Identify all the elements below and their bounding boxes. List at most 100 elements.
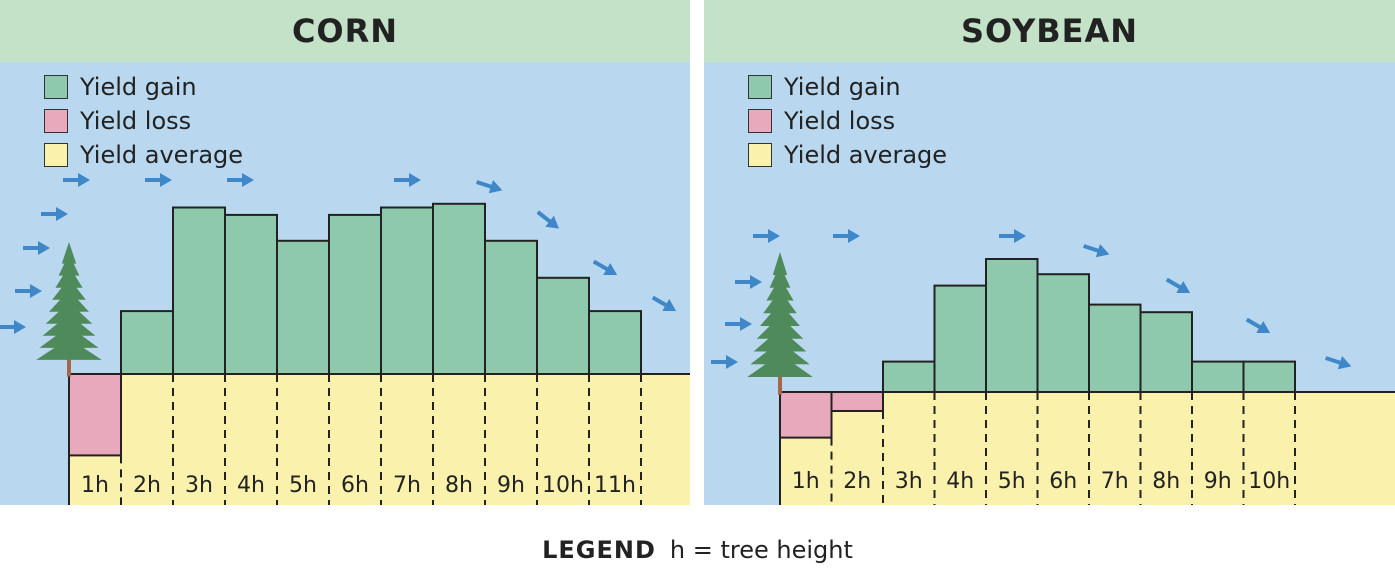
- arrow-head: [30, 284, 42, 298]
- category-label: 10h: [1248, 469, 1290, 494]
- tree-tier: [766, 277, 794, 301]
- legend-item-loss: Yield loss: [44, 104, 243, 138]
- legend-label: Yield gain: [784, 73, 901, 101]
- legend-item-average: Yield average: [748, 138, 947, 172]
- yield-average-bar: [121, 374, 173, 505]
- yield-gain-bar: [432, 202, 486, 375]
- wind-arrow-icon: [227, 173, 254, 187]
- category-label: 3h: [895, 469, 923, 494]
- tree-tier: [61, 242, 77, 264]
- yield-gain-bar: [985, 258, 1039, 393]
- legend-item-gain: Yield gain: [44, 70, 243, 104]
- corn-legend: Yield gain Yield loss Yield average: [44, 70, 243, 172]
- yield-gain-bar: [588, 310, 642, 376]
- yield-gain-bar: [1191, 360, 1245, 394]
- wind-arrow-icon: [394, 173, 421, 187]
- tree-tier: [45, 302, 93, 324]
- arrow-shaft: [1083, 244, 1101, 254]
- yield-average-bar: [433, 374, 485, 505]
- yield-average-bar: [537, 374, 589, 505]
- wind-arrow-icon: [735, 275, 762, 289]
- yield-gain-bar: [380, 206, 434, 375]
- footer-legend-key: LEGEND: [542, 536, 656, 564]
- wind-arrow-icon: [15, 284, 42, 298]
- arrow-head: [38, 241, 50, 255]
- arrow-shaft: [1165, 277, 1183, 290]
- wind-arrow-icon: [725, 317, 752, 331]
- tree-tier: [747, 354, 813, 378]
- category-label: 9h: [497, 473, 525, 498]
- wind-arrow-icon: [1165, 277, 1191, 294]
- yield-average-bar: [589, 374, 641, 505]
- footer-legend-text: h = tree height: [669, 536, 853, 564]
- yield-average-bar: [831, 411, 883, 505]
- category-label: 5h: [289, 473, 317, 498]
- yield-average-bar: [1192, 392, 1244, 505]
- legend-item-average: Yield average: [44, 138, 243, 172]
- legend-label: Yield average: [784, 141, 948, 169]
- loss-swatch: [44, 109, 68, 133]
- tree-tier: [52, 278, 86, 300]
- wind-arrow-icon: [999, 229, 1026, 243]
- category-label: 2h: [133, 473, 161, 498]
- category-label: 11h: [594, 473, 636, 498]
- yield-average-bar: [1089, 392, 1141, 505]
- arrow-head: [768, 229, 780, 243]
- yield-average-bar: [1037, 392, 1089, 505]
- category-label: 7h: [1101, 469, 1129, 494]
- arrow-head: [750, 275, 762, 289]
- tree-icon: [747, 252, 813, 395]
- wind-arrow-icon: [23, 241, 50, 255]
- yield-gain-bar: [1242, 360, 1296, 394]
- legend-label: Yield average: [80, 141, 244, 169]
- yield-gain-bar: [1088, 303, 1142, 394]
- corn-title: CORN: [291, 12, 399, 50]
- arrow-head: [1014, 229, 1026, 243]
- tree-tier: [36, 338, 102, 360]
- soybean-legend: Yield gain Yield loss Yield average: [748, 70, 947, 172]
- category-label: 10h: [542, 473, 584, 498]
- arrow-head: [662, 298, 677, 312]
- loss-swatch: [748, 109, 772, 133]
- arrow-head: [1337, 355, 1352, 370]
- category-label: 2h: [843, 469, 871, 494]
- yield-gain-bar: [484, 239, 538, 375]
- arrow-shaft: [592, 259, 610, 272]
- yield-gain-bar: [882, 360, 936, 394]
- yield-gain-bar: [1139, 311, 1193, 393]
- arrow-head: [1095, 243, 1110, 258]
- wind-arrow-icon: [41, 207, 68, 221]
- legend-item-loss: Yield loss: [748, 104, 947, 138]
- tree-tier: [42, 314, 96, 336]
- arrow-head: [409, 173, 421, 187]
- category-label: 3h: [185, 473, 213, 498]
- yield-average-bar: [780, 437, 832, 505]
- wind-arrow-icon: [476, 179, 503, 194]
- category-label: 1h: [792, 469, 820, 494]
- arrow-head: [740, 317, 752, 331]
- wind-arrow-icon: [753, 229, 780, 243]
- soybean-panel: SOYBEAN 1h 2h 3h 4h 5h 6h 7h 8h 9h 10h Yield gain…: [704, 0, 1395, 505]
- arrow-head: [545, 215, 560, 229]
- yield-average-bar: [986, 392, 1038, 505]
- wind-arrow-icon: [1245, 317, 1271, 334]
- legend-label: Yield loss: [784, 107, 896, 135]
- soybean-chart: 1h 2h 3h 4h 5h 6h 7h 8h 9h 10h: [704, 62, 1395, 505]
- yield-gain-bar: [536, 276, 590, 375]
- tree-icon: [36, 242, 102, 377]
- wind-arrow-icon: [833, 229, 860, 243]
- tree-tier: [49, 290, 89, 312]
- wind-arrow-icon: [1083, 243, 1110, 258]
- yield-average-bar: [225, 374, 277, 505]
- wind-arrow-icon: [145, 173, 172, 187]
- category-label: 8h: [445, 473, 473, 498]
- arrow-head: [160, 173, 172, 187]
- arrow-shaft: [476, 180, 494, 190]
- arrow-head: [78, 173, 90, 187]
- yield-average-bar: [1140, 392, 1192, 505]
- tree-tier: [55, 266, 83, 288]
- arrow-shaft: [1245, 317, 1263, 330]
- legend-item-gain: Yield gain: [748, 70, 947, 104]
- footer-legend: LEGEND h = tree height: [0, 536, 1395, 564]
- wind-arrow-icon: [592, 259, 618, 276]
